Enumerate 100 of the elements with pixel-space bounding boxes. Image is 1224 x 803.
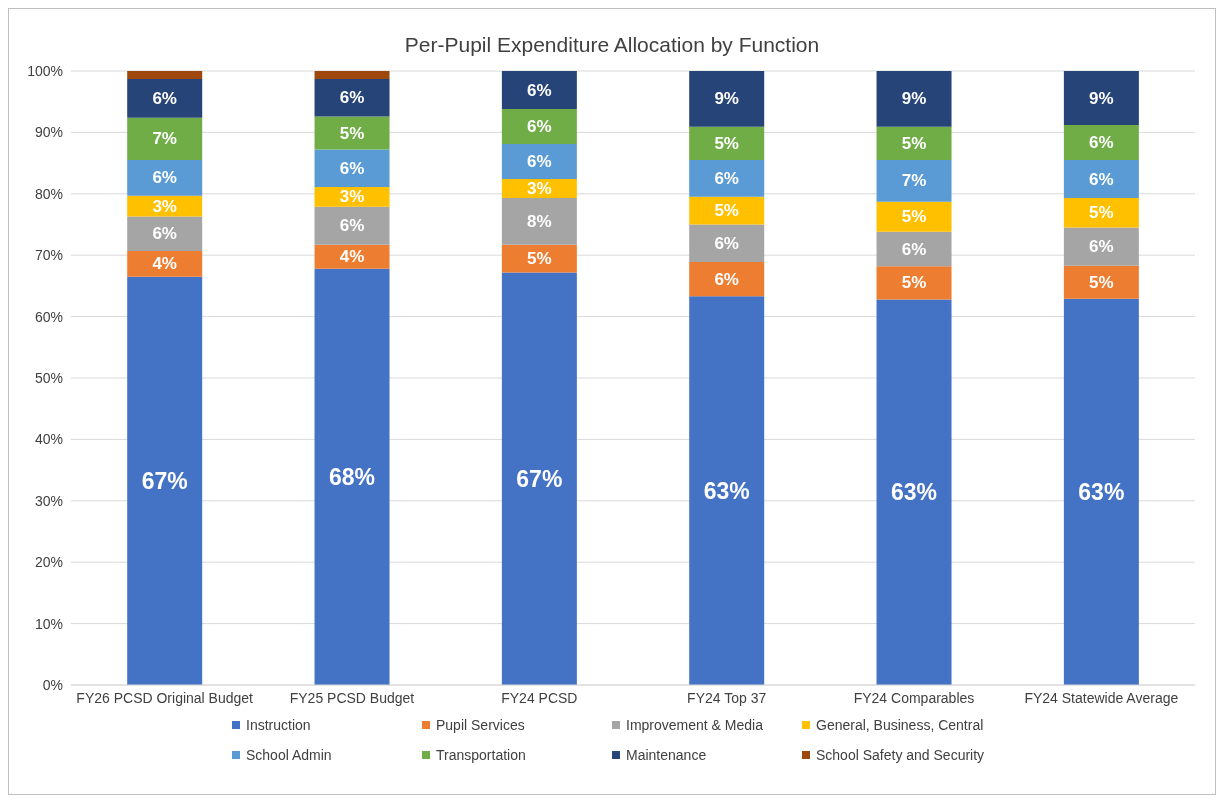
data-label: 63% <box>891 479 938 506</box>
y-tick-label: 80% <box>34 185 63 202</box>
x-tick-label: FY26 PCSD Original Budget <box>76 689 254 706</box>
bar <box>1063 298 1139 685</box>
data-label: 6% <box>901 239 927 259</box>
bar <box>689 71 765 127</box>
data-label: 6% <box>339 216 365 236</box>
bar <box>876 231 952 267</box>
y-tick-label: 50% <box>34 369 63 386</box>
data-label: 5% <box>901 133 927 153</box>
bar <box>689 296 765 685</box>
data-label: 6% <box>152 224 177 244</box>
data-label: 5% <box>714 201 739 221</box>
data-label: 6% <box>152 88 177 108</box>
data-label: 3% <box>339 187 365 207</box>
data-label: 6% <box>1089 133 1114 153</box>
data-label: 3% <box>152 196 177 216</box>
y-tick-label: 60% <box>34 308 63 325</box>
y-tick-label: 30% <box>34 492 63 509</box>
data-label: 9% <box>1089 88 1114 108</box>
legend-label: General, Business, Central <box>816 717 984 733</box>
data-label: 7% <box>901 171 927 191</box>
legend-label: Improvement & Media <box>626 717 763 733</box>
data-label: 63% <box>1078 478 1125 505</box>
data-label: 5% <box>901 207 927 227</box>
bar <box>501 198 577 245</box>
data-label: 9% <box>901 89 927 109</box>
x-tick-label: FY24 PCSD <box>501 689 578 706</box>
data-label: 7% <box>152 129 177 149</box>
data-label: 6% <box>527 152 552 172</box>
y-tick-label: 90% <box>34 124 63 141</box>
bar <box>689 160 765 197</box>
data-label: 5% <box>1089 272 1114 292</box>
bar <box>501 144 577 180</box>
data-label: 4% <box>152 254 177 274</box>
bar <box>127 117 203 161</box>
bar <box>127 78 203 118</box>
bar <box>501 71 577 110</box>
bar <box>1063 227 1139 266</box>
data-label: 6% <box>714 269 739 289</box>
data-label: 5% <box>714 133 739 153</box>
data-label: 6% <box>714 233 739 253</box>
bar <box>314 268 390 685</box>
data-label: 6% <box>714 168 739 188</box>
y-tick-label: 40% <box>34 431 63 448</box>
data-label: 6% <box>339 88 365 108</box>
data-label: 6% <box>527 80 552 100</box>
bar <box>127 160 203 196</box>
bar <box>127 71 203 79</box>
data-label: 67% <box>141 467 188 494</box>
bar <box>876 126 952 161</box>
data-label: 5% <box>901 273 927 293</box>
legend-label: School Safety and Security <box>816 747 985 763</box>
bar <box>1063 265 1139 299</box>
bar <box>876 201 952 232</box>
bar <box>1063 198 1139 228</box>
data-label: 4% <box>339 247 365 267</box>
data-label: 6% <box>152 168 177 188</box>
data-label: 8% <box>527 211 552 231</box>
bar <box>689 224 765 262</box>
x-tick-label: FY25 PCSD Budget <box>289 689 415 706</box>
legend-label: Instruction <box>246 717 311 733</box>
bar <box>314 71 390 79</box>
bar <box>127 250 203 277</box>
legend-label: School Admin <box>246 747 332 763</box>
bar <box>501 109 577 145</box>
bar <box>689 126 765 161</box>
y-tick-label: 0% <box>42 676 63 693</box>
data-label: 6% <box>1089 237 1114 257</box>
bar <box>314 149 390 188</box>
data-label: 5% <box>1089 203 1114 223</box>
bar <box>1063 71 1139 126</box>
y-tick-label: 100% <box>27 62 63 79</box>
y-tick-label: 20% <box>34 554 63 571</box>
x-tick-label: FY24 Statewide Average <box>1024 689 1179 706</box>
bar <box>314 206 390 245</box>
data-label: 5% <box>339 123 365 143</box>
bar <box>127 276 203 685</box>
data-label: 68% <box>329 463 376 490</box>
legend-label: Pupil Services <box>436 717 525 733</box>
data-label: 67% <box>516 465 563 492</box>
chart-title: Per-Pupil Expenditure Allocation by Function <box>403 33 821 57</box>
legend-label: Transportation <box>436 747 526 763</box>
legend-label: Maintenance <box>626 747 707 763</box>
bar <box>314 244 390 269</box>
data-label: 6% <box>339 158 365 178</box>
data-label: 3% <box>527 179 552 199</box>
bar <box>314 78 390 117</box>
bar <box>876 160 952 202</box>
bar <box>501 272 577 685</box>
bar <box>314 116 390 150</box>
bar <box>689 196 765 225</box>
bar <box>1063 160 1139 199</box>
bar <box>876 266 952 300</box>
x-tick-label: FY24 Top 37 <box>687 689 767 706</box>
data-label: 9% <box>714 89 739 109</box>
bar <box>876 299 952 685</box>
data-label: 63% <box>703 477 750 504</box>
data-label: 6% <box>527 117 552 137</box>
bar <box>127 216 203 251</box>
